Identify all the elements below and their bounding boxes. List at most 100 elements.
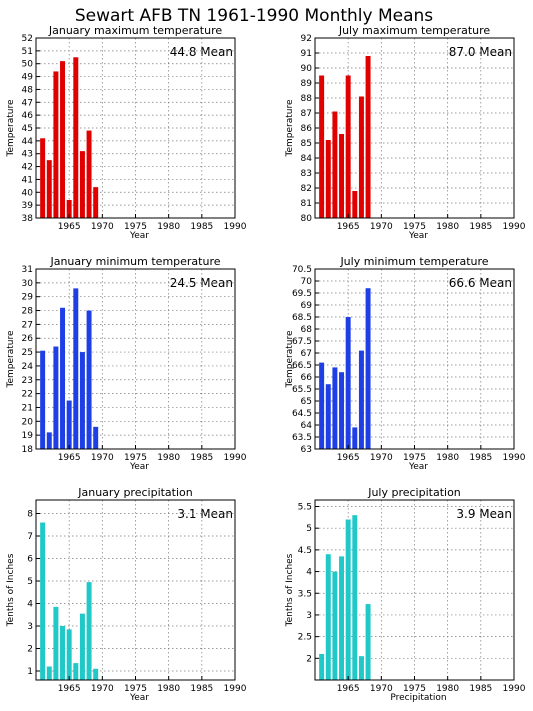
y-tick-label: 68.5 [292,313,312,323]
x-tick-label: 1990 [224,222,247,232]
x-tick-label: 1965 [58,222,81,232]
panel-january-min: January minimum temperature 24.5 Mean Ye… [6,255,247,472]
grid-lines [315,500,514,680]
bar [345,519,351,680]
bar [365,604,371,680]
bar [86,310,92,449]
bar [332,571,338,680]
y-tick-label: 5.5 [298,503,312,513]
y-tick-label: 85 [301,139,312,149]
y-tick-label: 42 [22,163,33,173]
x-tick-label: 1970 [91,453,114,463]
bar [73,663,79,680]
bar [339,134,345,218]
panel-title: July maximum temperature [338,24,491,37]
x-tick-label: 1965 [58,684,81,694]
bar [358,656,364,680]
y-tick-label: 5 [27,577,33,587]
bars [319,56,371,218]
y-tick-label: 45 [22,124,33,134]
y-axis-label: Tenths of Inches [285,553,295,627]
y-tick-label: 6 [27,555,33,565]
x-tick-label: 1985 [469,222,492,232]
y-axis-label: Temperature [6,330,16,388]
y-tick-label: 67.5 [292,337,312,347]
y-tick-label: 19 [22,431,34,441]
x-tick-label: 1980 [436,453,459,463]
y-tick-label: 18 [22,445,34,455]
bar [339,556,345,680]
x-tick-label: 1975 [124,222,147,232]
bars [319,288,371,449]
bar [93,426,99,449]
bar [66,400,72,449]
bar [53,606,59,680]
panel-july-min: July minimum temperature 66.6 Mean Year … [285,255,526,472]
x-tick-label: 1975 [124,684,147,694]
bar [339,372,345,449]
y-tick-label: 49 [22,73,34,83]
y-tick-label: 80 [301,214,313,224]
page-title: Sewart AFB TN 1961-1990 Monthly Means [75,6,433,26]
y-tick-label: 4 [306,568,312,578]
bar [332,111,338,218]
x-tick-label: 1980 [157,222,180,232]
x-tick-label: 1965 [58,453,81,463]
y-tick-label: 44 [22,137,34,147]
y-tick-label: 41 [22,175,33,185]
panel-title: January maximum temperature [48,24,222,37]
y-tick-label: 5 [306,524,312,534]
mean-label: 3.9 Mean [456,507,512,521]
panel-january-max: January maximum temperature 44.8 Mean Ye… [6,24,247,241]
panel-january-precip: January precipitation 3.1 Mean Year Tent… [6,486,247,703]
bar [66,200,72,218]
y-tick-label: 51 [22,47,33,57]
y-tick-label: 30 [22,279,34,289]
grid-lines [36,500,235,680]
bars [40,522,99,680]
y-tick-label: 43 [22,150,33,160]
panel-title: July precipitation [367,486,461,499]
x-tick-label: 1975 [403,684,426,694]
bars [40,57,99,219]
y-tick-label: 25 [22,348,33,358]
x-tick-label: 1990 [503,453,526,463]
y-tick-label: 20 [22,417,34,427]
x-tick-label: 1990 [503,684,526,694]
grid-lines [36,269,235,449]
bar [325,140,331,218]
y-tick-label: 64 [301,421,313,431]
y-tick-label: 89 [301,79,313,89]
y-tick-label: 46 [22,111,34,121]
bar [319,653,325,680]
panel-title: January precipitation [77,486,193,499]
y-tick-label: 66 [301,373,313,383]
grid-lines [36,38,235,218]
y-tick-label: 68 [301,325,313,335]
x-tick-label: 1990 [224,453,247,463]
bar [86,582,92,680]
x-axis-label: Year [408,462,428,472]
bar [79,352,85,449]
x-tick-label: 1985 [190,453,213,463]
y-tick-label: 2 [27,645,33,655]
grid-lines [315,38,514,218]
bar [46,432,52,449]
y-tick-label: 83 [301,169,312,179]
mean-label: 44.8 Mean [170,45,233,59]
y-tick-label: 81 [301,199,312,209]
x-tick-label: 1965 [337,684,360,694]
bar [325,384,331,449]
x-axis-label: Precipitation [390,693,446,703]
bar [73,57,79,219]
panel-july-precip: July precipitation 3.9 Mean Precipitatio… [285,486,526,703]
y-tick-label: 4 [27,600,33,610]
bar [79,613,85,680]
bar [365,56,371,218]
y-tick-label: 63 [301,445,312,455]
x-tick-label: 1975 [124,453,147,463]
y-tick-label: 38 [22,214,34,224]
y-tick-label: 64.5 [292,409,312,419]
bar [40,350,46,449]
y-tick-label: 50 [22,60,34,70]
